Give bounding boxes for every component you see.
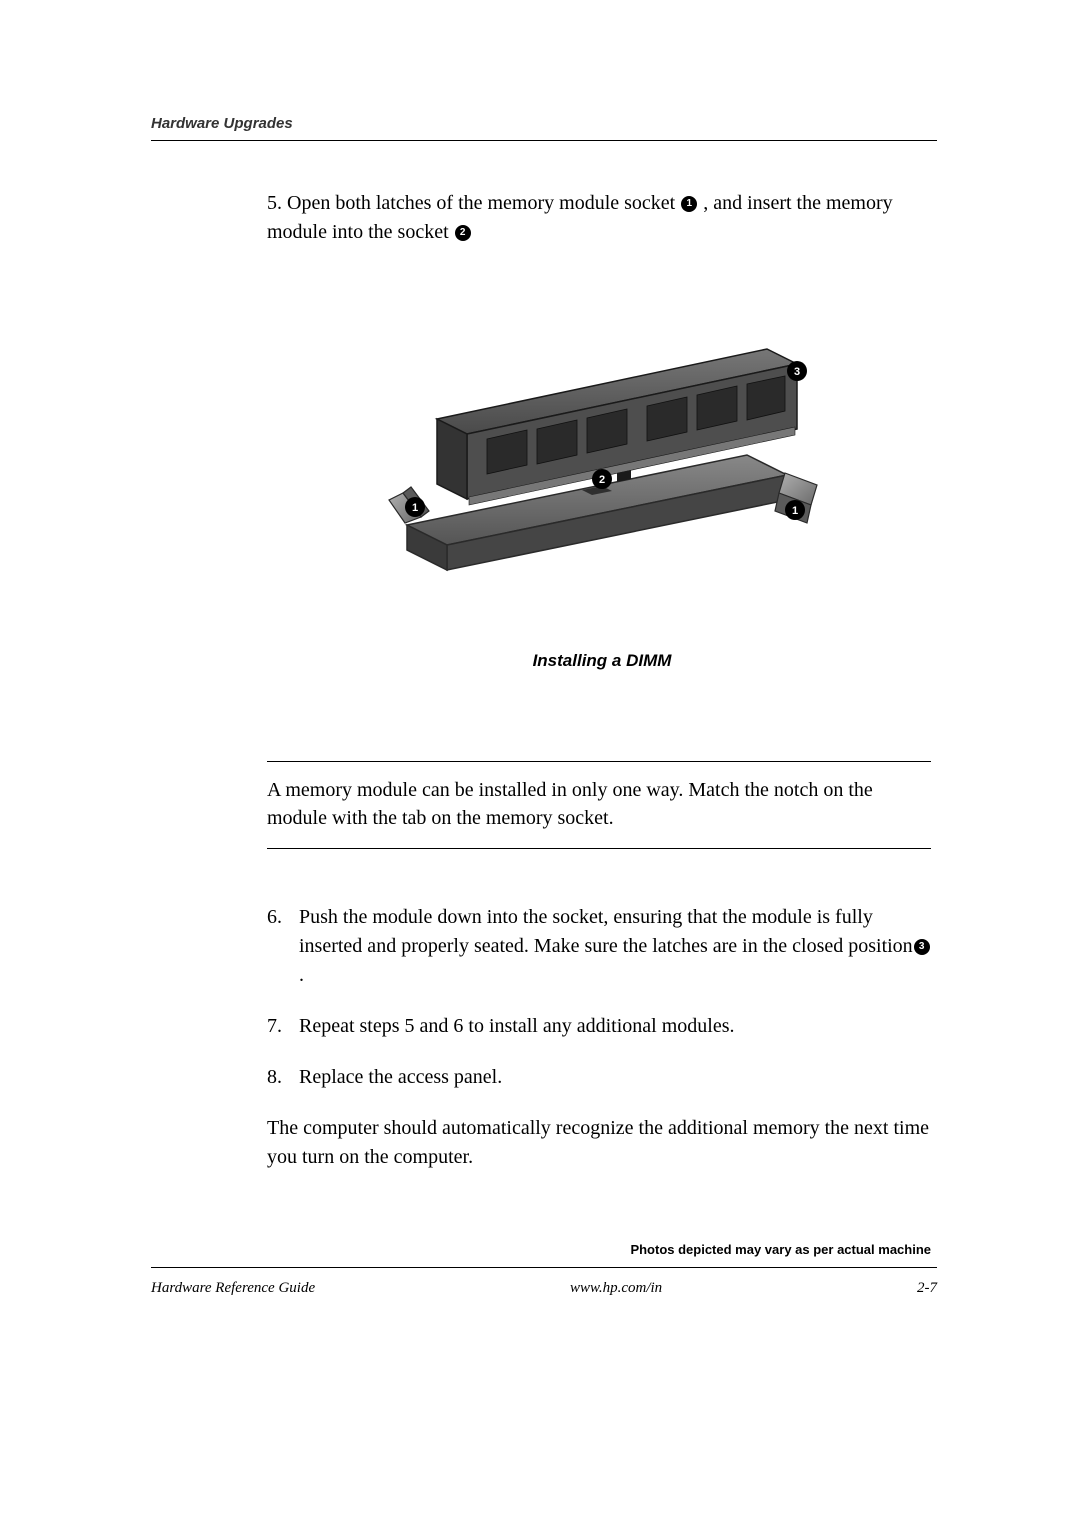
page-footer: Hardware Reference Guide www.hp.com/in 2…: [151, 1280, 937, 1297]
note-block: A memory module can be installed in only…: [267, 761, 931, 849]
callout-3-icon: 3: [914, 939, 930, 955]
step-7-text: Repeat steps 5 and 6 to install any addi…: [299, 1012, 931, 1041]
svg-text:3: 3: [794, 366, 800, 378]
socket-latch-left: 1: [389, 487, 429, 523]
photo-disclaimer: Photos depicted may vary as per actual m…: [151, 1242, 931, 1257]
svg-text:1: 1: [792, 505, 798, 517]
step-6-after: .: [299, 964, 304, 986]
document-page: Hardware Upgrades 5. Open both latches o…: [0, 0, 1080, 1526]
step-7: 7. Repeat steps 5 and 6 to install any a…: [267, 1012, 931, 1041]
step-8-text: Replace the access panel.: [299, 1063, 931, 1092]
figure-caption: Installing a DIMM: [533, 651, 672, 671]
step-8-number: 8.: [267, 1063, 299, 1092]
header-rule: [151, 140, 937, 141]
svg-text:1: 1: [412, 502, 418, 514]
closing-paragraph: The computer should automatically recogn…: [267, 1114, 931, 1172]
svg-text:2: 2: [599, 474, 605, 486]
step-5-paragraph: 5. Open both latches of the memory modul…: [267, 189, 931, 247]
steps-list: 6. Push the module down into the socket,…: [267, 903, 931, 1092]
figure-installing-dimm: 1 1: [267, 295, 937, 671]
step5-prefix: 5. Open both latches of the memory modul…: [267, 192, 675, 214]
footer-page-number: 2-7: [917, 1280, 937, 1297]
callout-2-icon: 2: [455, 225, 471, 241]
step-6-before: Push the module down into the socket, en…: [299, 906, 913, 957]
footer-rule: [151, 1267, 937, 1268]
step-6-number: 6.: [267, 903, 299, 990]
step-7-number: 7.: [267, 1012, 299, 1041]
step-6-text: Push the module down into the socket, en…: [299, 903, 931, 990]
running-header: Hardware Upgrades: [151, 115, 937, 141]
step-6: 6. Push the module down into the socket,…: [267, 903, 931, 990]
footer-doc-title: Hardware Reference Guide: [151, 1280, 315, 1297]
step-8: 8. Replace the access panel.: [267, 1063, 931, 1092]
note-text: A memory module can be installed in only…: [267, 779, 873, 829]
dimm-illustration: 1 1: [347, 295, 857, 625]
footer-url: www.hp.com/in: [570, 1280, 662, 1297]
callout-1-icon: 1: [681, 196, 697, 212]
section-header-text: Hardware Upgrades: [151, 115, 937, 132]
